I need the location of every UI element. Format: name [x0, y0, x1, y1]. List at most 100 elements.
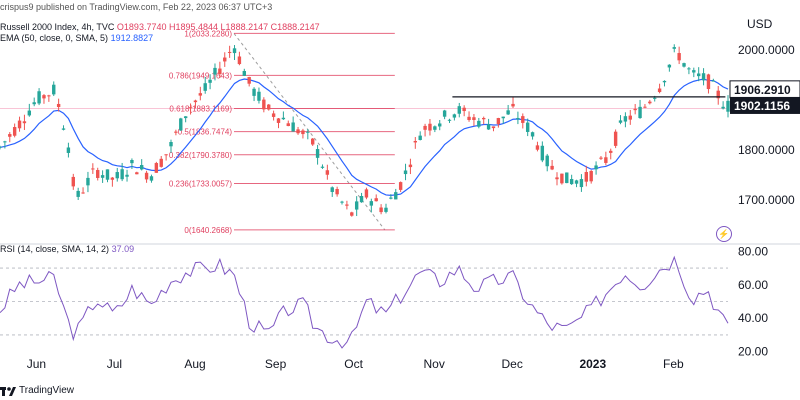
candle-body	[716, 90, 720, 99]
candle-body	[482, 117, 486, 120]
fib-level-label: 1(2033.2280)	[184, 29, 232, 38]
candle-body	[662, 80, 667, 83]
candle-body	[105, 169, 110, 180]
fibonacci-retracement[interactable]: 1(2033.2280) 0.786(1949.1643) 0.618(1883.1…	[169, 29, 395, 235]
candle-body	[540, 145, 545, 161]
candle-body	[159, 158, 163, 167]
candle-body	[130, 160, 134, 164]
fib-level-label: 0.786(1949.1643)	[169, 71, 233, 80]
candle-body	[306, 131, 310, 133]
candle-body	[242, 70, 246, 76]
candle-body	[511, 103, 515, 107]
candle-body	[213, 67, 217, 75]
candle-body	[96, 170, 100, 178]
candle-body	[47, 95, 51, 97]
candle-body	[579, 179, 584, 188]
candle-body	[442, 110, 447, 117]
candle-body	[17, 120, 22, 129]
candle-body	[501, 116, 505, 119]
candle-body	[76, 190, 80, 197]
x-tick-label: Feb	[663, 357, 684, 371]
candle-body	[227, 51, 232, 53]
candle-body	[330, 187, 334, 192]
candle-body	[682, 63, 686, 67]
candle-body	[350, 212, 354, 216]
fib-level-label: 0.5(1836.7474)	[178, 128, 233, 137]
candle-body	[135, 172, 139, 175]
candle-body	[569, 179, 574, 185]
candle-body	[462, 107, 466, 112]
candle-body	[609, 150, 613, 153]
candle-body	[310, 138, 315, 145]
lightning-icon[interactable]: ⚡	[716, 226, 732, 242]
candle-body	[677, 53, 681, 61]
candle-body	[711, 80, 716, 82]
price-tag-label: 1906.2910	[734, 83, 791, 97]
candle-body	[208, 79, 212, 83]
candle-body	[52, 84, 56, 95]
candle-body	[281, 117, 286, 120]
rsi-legend: RSI (14, close, SMA, 14, 2) 37.09	[0, 244, 134, 254]
rsi-ytick-label: 60.00	[738, 278, 768, 292]
tradingview-logo[interactable]: TradingView	[0, 385, 74, 396]
candle-body	[32, 102, 36, 105]
candle-body	[315, 149, 320, 158]
candle-body	[364, 189, 369, 198]
candle-body	[496, 118, 501, 125]
candle-body	[535, 145, 540, 150]
candle-body	[560, 173, 564, 184]
candle-body	[369, 201, 374, 206]
candle-body	[384, 207, 388, 212]
symbol-name: Russell 2000 Index, 4h, TVC	[0, 22, 115, 32]
price-tag-box	[730, 96, 800, 114]
rsi-ytick-label: 80.00	[738, 244, 768, 258]
candle-body	[232, 48, 237, 54]
candle-body	[174, 131, 178, 133]
candle-body	[447, 119, 452, 121]
candle-body	[618, 120, 623, 123]
candle-body	[325, 170, 330, 175]
candle-body	[291, 122, 295, 132]
candle-body	[110, 177, 115, 180]
candle-body	[354, 201, 359, 210]
tradingview-logo-icon	[0, 386, 16, 396]
candle-body	[61, 128, 66, 130]
fib-trend-line	[233, 33, 386, 231]
candle-body	[247, 77, 251, 84]
symbol-legend: Russell 2000 Index, 4h, TVC O1893.7740 H…	[0, 22, 320, 32]
candle-body	[223, 57, 227, 62]
candle-body	[506, 110, 510, 115]
candle-body	[643, 106, 647, 108]
candle-body	[301, 130, 305, 135]
candle-body	[408, 164, 413, 168]
candle-body	[477, 120, 481, 127]
candle-body	[403, 170, 408, 175]
candle-body	[433, 126, 437, 130]
candle-body	[27, 110, 32, 116]
rsi-ytick-label: 20.00	[738, 345, 768, 359]
candle-body	[8, 134, 12, 137]
candle-body	[203, 83, 207, 91]
candle-body	[467, 116, 471, 121]
candle-body	[584, 172, 589, 182]
candle-body	[286, 123, 290, 127]
candle-body	[340, 201, 344, 203]
candle-body	[423, 125, 427, 130]
candle-body	[721, 106, 725, 109]
candle-body	[56, 103, 61, 107]
x-tick-label: Aug	[184, 357, 205, 371]
candle-body	[599, 157, 603, 159]
candle-body	[252, 88, 256, 96]
candle-body	[100, 175, 105, 178]
candle-body	[398, 182, 403, 190]
ohlc-low: L1888.2147	[220, 22, 269, 32]
candle-body	[428, 123, 432, 131]
ema-line	[0, 78, 729, 196]
candle-body	[457, 106, 461, 114]
candle-body	[525, 122, 530, 132]
candle-body	[438, 123, 442, 127]
tradingview-logo-text: TradingView	[19, 385, 75, 396]
candle-body	[257, 91, 261, 101]
candlestick-series	[0, 44, 730, 217]
